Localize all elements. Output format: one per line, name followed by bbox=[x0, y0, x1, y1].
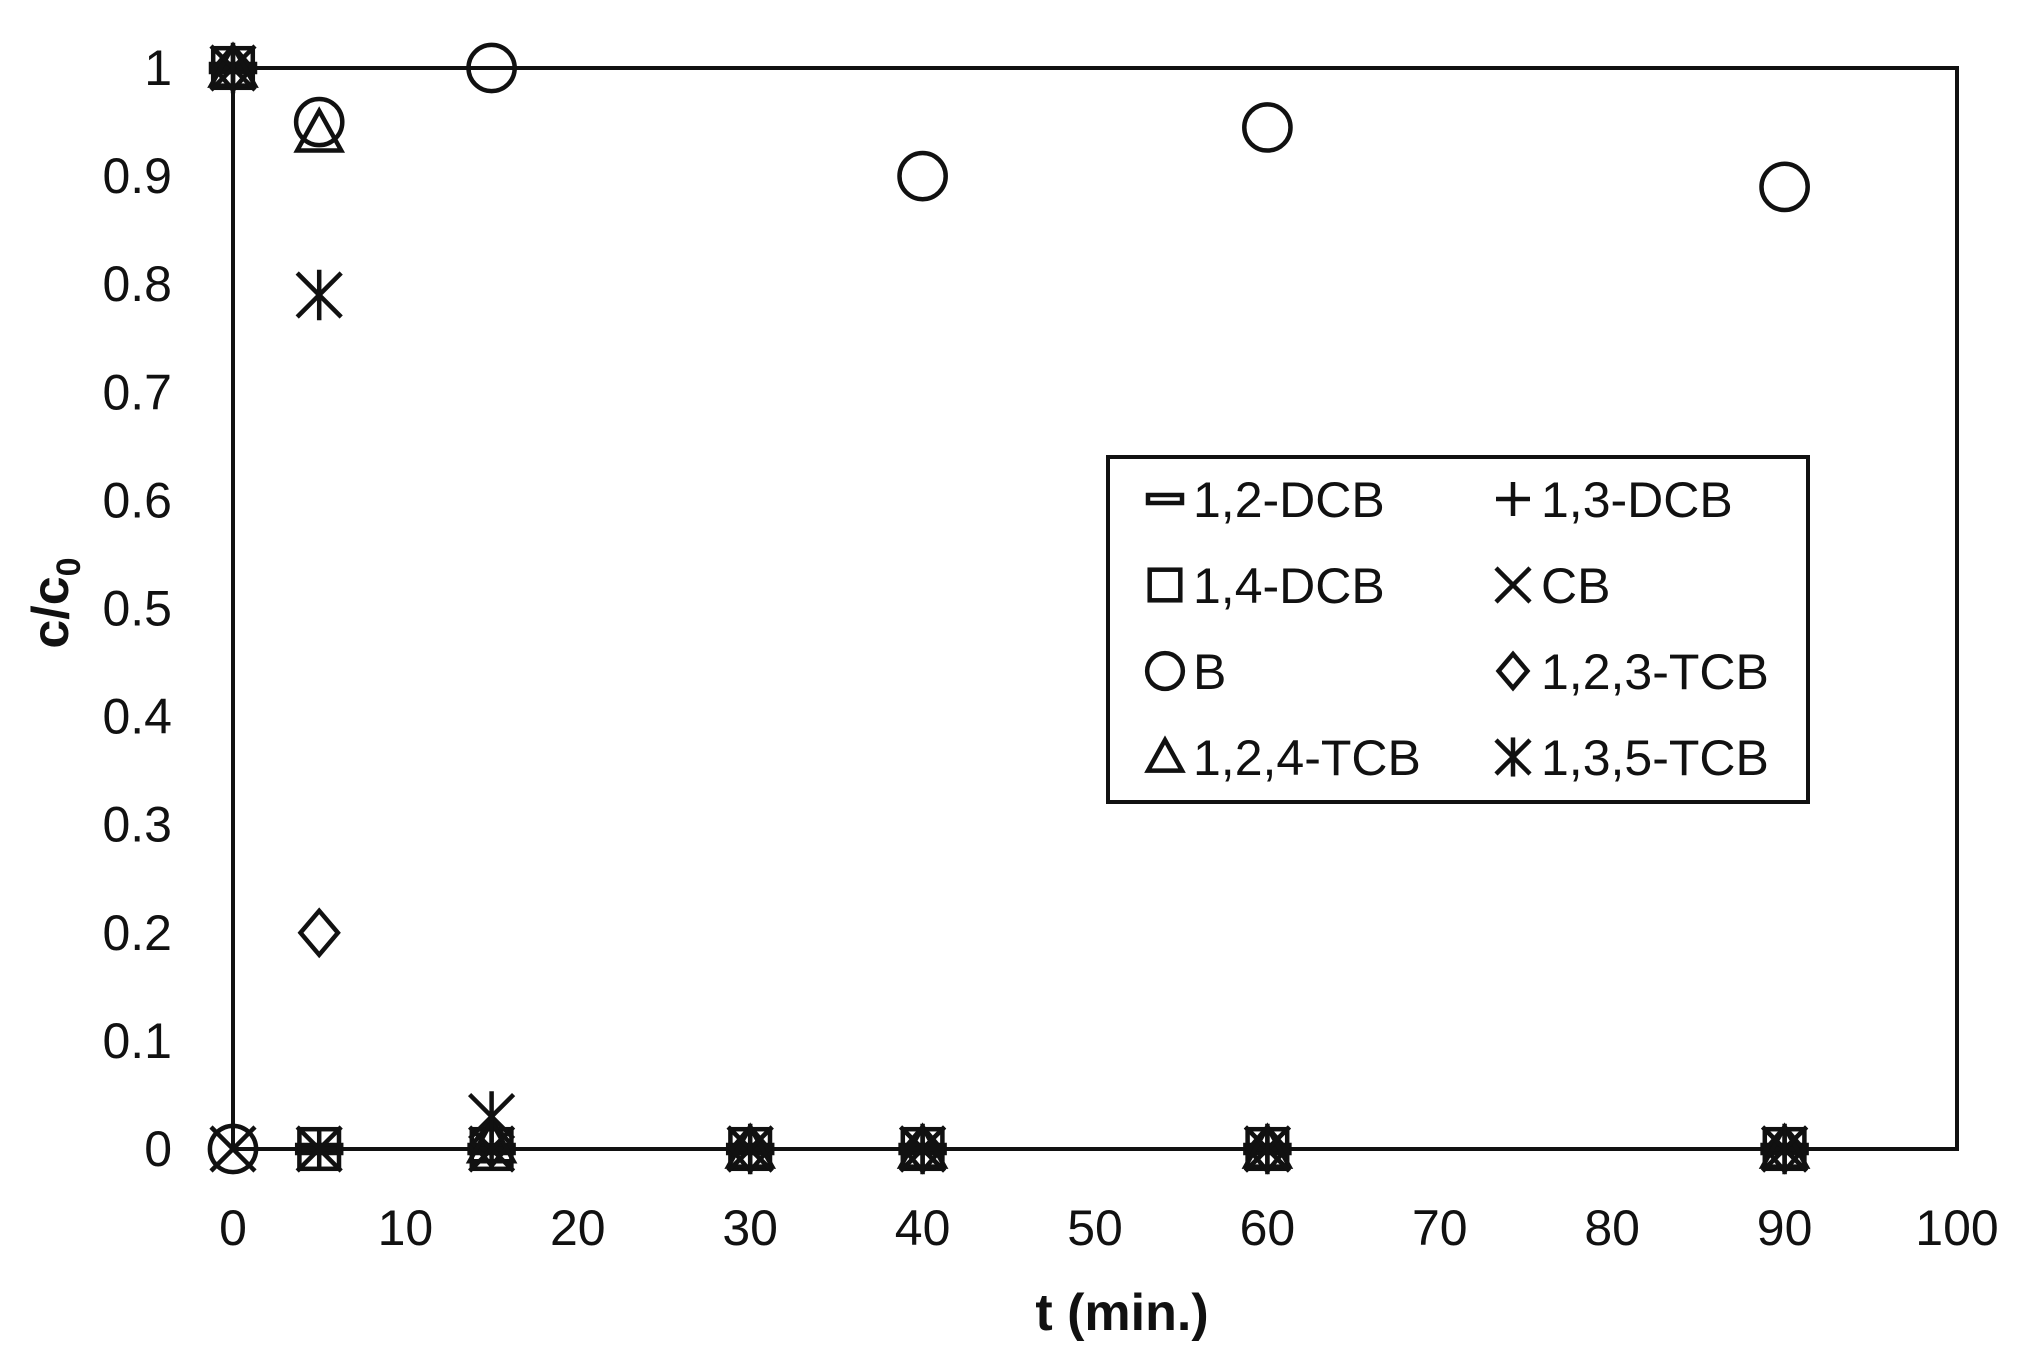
plot-area-frame bbox=[231, 66, 1959, 1151]
data-point-1-2-4-tcb bbox=[293, 106, 346, 153]
data-point-b bbox=[1759, 161, 1810, 213]
x-tick-label: 30 bbox=[722, 1200, 778, 1256]
data-point-1-2-4-tcb bbox=[465, 1116, 518, 1164]
legend-marker-1-3-dcb bbox=[1496, 482, 1530, 516]
y-tick-label: 0.8 bbox=[102, 256, 172, 312]
data-point-b bbox=[293, 96, 345, 148]
y-tick-label: 0.2 bbox=[102, 905, 172, 961]
data-point-1-3-5-tcb bbox=[468, 1091, 516, 1142]
y-tick-label: 0.1 bbox=[102, 1013, 172, 1069]
legend-marker-1-2-3-tcb bbox=[1495, 650, 1531, 692]
legend-box bbox=[1106, 455, 1810, 804]
data-point-b bbox=[1242, 102, 1293, 153]
y-tick-label: 0.6 bbox=[102, 472, 172, 528]
legend-label-1-2-dcb: 1,2-DCB bbox=[1193, 472, 1385, 528]
legend-label-cb: CB bbox=[1541, 558, 1610, 614]
legend-label-1-2-3-tcb: 1,2,3-TCB bbox=[1541, 644, 1769, 700]
x-tick-label: 40 bbox=[895, 1200, 951, 1256]
legend-label-b: B bbox=[1193, 644, 1226, 700]
x-tick-label: 10 bbox=[378, 1200, 434, 1256]
data-point-b bbox=[466, 42, 517, 94]
y-axis-title-main: c/c bbox=[22, 576, 80, 648]
y-tick-label: 0.5 bbox=[102, 581, 172, 637]
legend-label-1-3-5-tcb: 1,3,5-TCB bbox=[1541, 730, 1769, 786]
data-point-1-3-5-tcb bbox=[1761, 1123, 1809, 1175]
x-tick-label: 60 bbox=[1240, 1200, 1296, 1256]
data-point-1-2-3-tcb bbox=[297, 907, 341, 959]
data-point-1-4-dcb bbox=[297, 1126, 342, 1172]
data-point-1-3-5-tcb bbox=[899, 1123, 947, 1175]
x-tick-label: 100 bbox=[1915, 1200, 1998, 1256]
x-tick-label: 70 bbox=[1412, 1200, 1468, 1256]
y-tick-label: 0.4 bbox=[102, 689, 172, 745]
data-point-b bbox=[207, 1123, 259, 1175]
data-point-b bbox=[897, 150, 948, 202]
data-point-cb bbox=[209, 1125, 257, 1173]
y-axis-title-subscript: 0 bbox=[50, 557, 88, 576]
y-axis-title: c/c0 bbox=[22, 557, 88, 648]
legend-marker-1-3-5-tcb bbox=[1494, 737, 1532, 777]
legend-marker-1-2-4-tcb bbox=[1144, 735, 1186, 773]
x-tick-label: 50 bbox=[1067, 1200, 1123, 1256]
legend-marker-b bbox=[1144, 650, 1186, 692]
legend-label-1-4-dcb: 1,4-DCB bbox=[1193, 558, 1385, 614]
legend-label-1-3-dcb: 1,3-DCB bbox=[1541, 472, 1733, 528]
y-tick-label: 0.9 bbox=[102, 148, 172, 204]
y-tick-label: 1 bbox=[144, 40, 172, 96]
legend-marker-1-2-dcb bbox=[1145, 492, 1185, 506]
axes-layer bbox=[231, 66, 1959, 1151]
marks-layer bbox=[207, 41, 1811, 1175]
x-tick-label: 80 bbox=[1584, 1200, 1640, 1256]
x-tick-label: 20 bbox=[550, 1200, 606, 1256]
data-point-1-3-5-tcb bbox=[726, 1123, 774, 1175]
data-point-1-3-5-tcb bbox=[295, 269, 343, 321]
x-tick-label: 90 bbox=[1757, 1200, 1813, 1256]
data-point-cb bbox=[295, 1125, 343, 1173]
y-tick-label: 0.7 bbox=[102, 364, 172, 420]
legend-label-1-2-4-tcb: 1,2,4-TCB bbox=[1193, 730, 1421, 786]
x-tick-label: 0 bbox=[219, 1200, 247, 1256]
y-tick-label: 0 bbox=[144, 1121, 172, 1177]
data-point-1-3-5-tcb bbox=[209, 42, 257, 94]
legend-marker-cb bbox=[1494, 566, 1532, 604]
legend-marker-1-4-dcb bbox=[1147, 567, 1183, 603]
ticks-layer: 0 10 20 30 40 50 60 70 80 90 100 0 0.1 0.2 0.3 0.4 0.5 0.… bbox=[102, 40, 1998, 1256]
data-point-1-2-3-tcb bbox=[469, 1118, 514, 1170]
y-tick-label: 0.3 bbox=[102, 797, 172, 853]
data-point-1-3-5-tcb bbox=[1243, 1123, 1291, 1175]
legend: 1,2-DCB 1,3-DCB 1,4-DCB CB B 1,2,3-TCB 1,2,4-T… bbox=[1106, 455, 1810, 804]
x-axis-title: t (min.) bbox=[1035, 1284, 1208, 1342]
